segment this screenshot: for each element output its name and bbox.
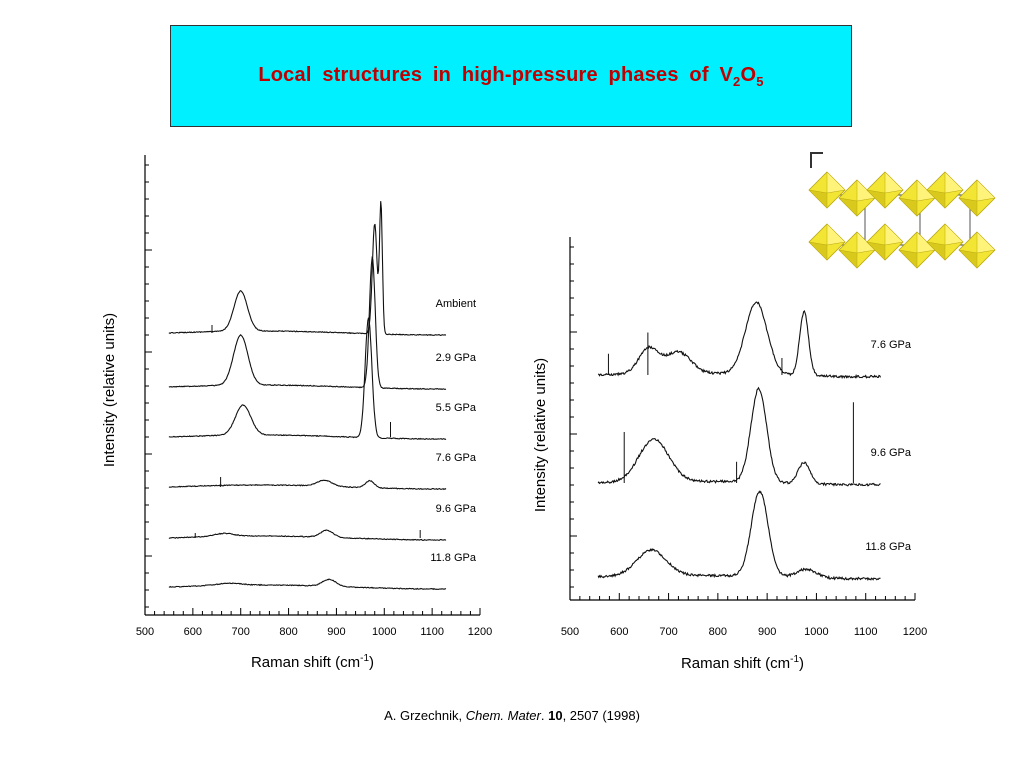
title-oxygen: O (740, 63, 757, 86)
x-tick-label: 500 (561, 626, 579, 638)
series-label: 2.9 GPa (436, 352, 477, 364)
octahedron-face (808, 241, 828, 261)
octahedron-face (826, 223, 846, 246)
x-tick-label: 800 (279, 626, 297, 638)
series-label: Ambient (436, 298, 476, 310)
slide-title: Local structures in high-pressure phases… (258, 64, 763, 89)
octahedron-face (866, 189, 886, 209)
x-tick-label: 1000 (372, 626, 396, 638)
spectrum-9-6-gpa (168, 529, 447, 541)
left-raman-chart: 500 600 700 800 900 1000 1100 1200 Raman shift (… (101, 155, 492, 671)
x-tick-label: 1000 (804, 626, 828, 638)
x-axis-label-end: ) (369, 654, 374, 671)
citation-separator: . (540, 708, 549, 723)
title-main: Local structures in high-pressure phases… (258, 63, 734, 86)
octahedron-face (926, 189, 946, 209)
spectrum-7-6-gpa (597, 301, 882, 380)
octahedron-face (958, 197, 978, 217)
spectrum-5-5-gpa (168, 317, 447, 441)
x-tick-label: 500 (136, 626, 154, 638)
x-tick-label: 600 (184, 626, 202, 638)
x-tick-label: 800 (709, 626, 727, 638)
x-tick-label: 600 (610, 626, 628, 638)
octahedron-face (976, 231, 996, 254)
x-axis-label-sup: -1 (360, 653, 369, 664)
octahedron-face (856, 231, 876, 254)
citation-journal: Chem. Mater (465, 708, 541, 723)
title-subscript-2: 2 (733, 73, 741, 89)
x-axis-label-end: ) (799, 655, 804, 672)
octahedron-face (916, 179, 936, 202)
octahedron-face (976, 179, 996, 202)
series-label: 7.6 GPa (436, 452, 477, 464)
octahedron-face (898, 197, 918, 217)
series-label: 9.6 GPa (436, 503, 477, 515)
citation-author: A. Grzechnik, (384, 708, 466, 723)
series-label: 9.6 GPa (871, 447, 912, 459)
x-axis-label: Raman shift (cm-1) (681, 654, 804, 672)
y-axis-label: Intensity (relative units) (532, 358, 549, 512)
series-label: 11.8 GPa (865, 541, 912, 553)
octahedron-face (926, 241, 946, 261)
x-axis-label: Raman shift (cm-1) (251, 653, 374, 671)
x-tick-label: 1200 (903, 626, 927, 638)
octahedron-face (826, 171, 846, 194)
spectrum-ambient (168, 201, 447, 336)
x-axis-label-text: Raman shift (cm (251, 654, 360, 671)
series-label: 7.6 GPa (871, 339, 912, 351)
octahedron-face (866, 241, 886, 261)
spectrum-9-6-gpa (597, 386, 881, 487)
x-tick-label: 1100 (420, 626, 444, 638)
series-label: 5.5 GPa (436, 402, 477, 414)
octahedron-face (808, 189, 828, 209)
x-tick-label: 700 (232, 626, 250, 638)
citation: A. Grzechnik, Chem. Mater. 10, 2507 (199… (0, 708, 1024, 723)
octahedron-face (944, 171, 964, 194)
v2o5-crystal-structure-icon (808, 152, 996, 269)
title-box: Local structures in high-pressure phases… (170, 25, 852, 127)
x-axis-label-sup: -1 (790, 654, 799, 665)
octahedron-face (958, 249, 978, 269)
x-axis-label-text: Raman shift (cm (681, 655, 790, 672)
octahedron-face (856, 179, 876, 202)
x-tick-label: 700 (659, 626, 677, 638)
spectrum-11-8-gpa (168, 578, 447, 591)
octahedron-face (838, 249, 858, 269)
octahedron-face (916, 231, 936, 254)
series-label: 11.8 GPa (430, 552, 477, 564)
octahedron-face (898, 249, 918, 269)
spectrum-11-8-gpa (597, 490, 881, 581)
x-tick-label: 900 (758, 626, 776, 638)
spectrum-2-9-gpa (168, 255, 447, 390)
octahedron-face (884, 223, 904, 246)
octahedron-face (944, 223, 964, 246)
right-raman-chart: 500 600 700 800 900 1000 1100 1200 Raman shift (… (532, 237, 927, 672)
octahedron-face (884, 171, 904, 194)
octahedron-face (838, 197, 858, 217)
y-axis-label: Intensity (relative units) (101, 313, 118, 467)
title-subscript-5: 5 (756, 73, 764, 89)
x-tick-label: 1200 (468, 626, 492, 638)
citation-pages-year: , 2507 (1998) (562, 708, 640, 723)
citation-volume: 10 (548, 708, 563, 723)
x-tick-label: 900 (327, 626, 345, 638)
spectrum-7-6-gpa (168, 479, 447, 491)
x-tick-label: 1100 (854, 626, 878, 638)
